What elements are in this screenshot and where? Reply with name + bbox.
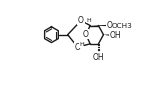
Text: H: H bbox=[86, 18, 91, 23]
Text: OCH3: OCH3 bbox=[111, 23, 132, 29]
Text: O: O bbox=[75, 43, 81, 52]
Text: OH: OH bbox=[109, 31, 121, 40]
Text: O: O bbox=[107, 21, 113, 30]
Text: O: O bbox=[78, 16, 84, 25]
Polygon shape bbox=[90, 25, 110, 26]
Text: O: O bbox=[83, 30, 89, 39]
Polygon shape bbox=[103, 34, 109, 36]
Text: OH: OH bbox=[93, 53, 104, 62]
Text: H: H bbox=[79, 42, 84, 47]
